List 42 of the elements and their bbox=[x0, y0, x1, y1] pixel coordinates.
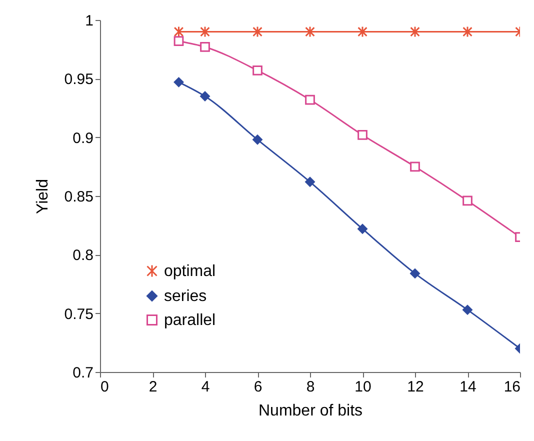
y-tick-label: 0.8 bbox=[72, 247, 94, 264]
point bbox=[410, 26, 420, 38]
point bbox=[462, 196, 472, 206]
point bbox=[252, 66, 262, 76]
x-tick-label: 0 bbox=[100, 378, 109, 396]
point bbox=[358, 130, 368, 140]
point bbox=[305, 176, 315, 187]
point bbox=[462, 26, 472, 38]
x-tick-label: 8 bbox=[306, 378, 315, 396]
point bbox=[358, 224, 368, 234]
point bbox=[462, 304, 472, 315]
legend-label: series bbox=[164, 288, 207, 305]
x-tick-label: 10 bbox=[354, 378, 372, 396]
point bbox=[200, 91, 210, 102]
x-tick-label: 14 bbox=[460, 378, 476, 396]
x-tick-label: 16 bbox=[504, 378, 520, 396]
point bbox=[252, 134, 262, 145]
point bbox=[410, 268, 420, 278]
point bbox=[200, 42, 210, 52]
y-tick-label: 0.95 bbox=[64, 71, 94, 88]
point bbox=[410, 162, 420, 172]
y-tick-label: 0.9 bbox=[72, 130, 94, 147]
x-tick-label: 6 bbox=[254, 378, 262, 396]
point bbox=[305, 94, 315, 105]
point bbox=[174, 77, 184, 88]
y-tick-label: 0.75 bbox=[64, 306, 94, 323]
point bbox=[200, 26, 210, 38]
x-tick-label: 4 bbox=[201, 378, 210, 396]
x-axis-title: Number of bits bbox=[258, 402, 363, 420]
y-tick-label: 0.7 bbox=[72, 364, 94, 382]
point bbox=[305, 26, 315, 38]
legend-label: parallel bbox=[164, 312, 216, 329]
point bbox=[252, 26, 262, 38]
x-tick-label: 12 bbox=[407, 378, 424, 396]
y-axis-title: Yield bbox=[34, 179, 52, 214]
y-tick-label: 1 bbox=[85, 12, 94, 30]
y-tick-label: 0.85 bbox=[64, 188, 94, 206]
legend-label: optimal bbox=[164, 263, 216, 280]
x-tick-label: 2 bbox=[148, 378, 158, 396]
point bbox=[174, 36, 184, 46]
point bbox=[174, 26, 184, 38]
point bbox=[358, 26, 368, 38]
